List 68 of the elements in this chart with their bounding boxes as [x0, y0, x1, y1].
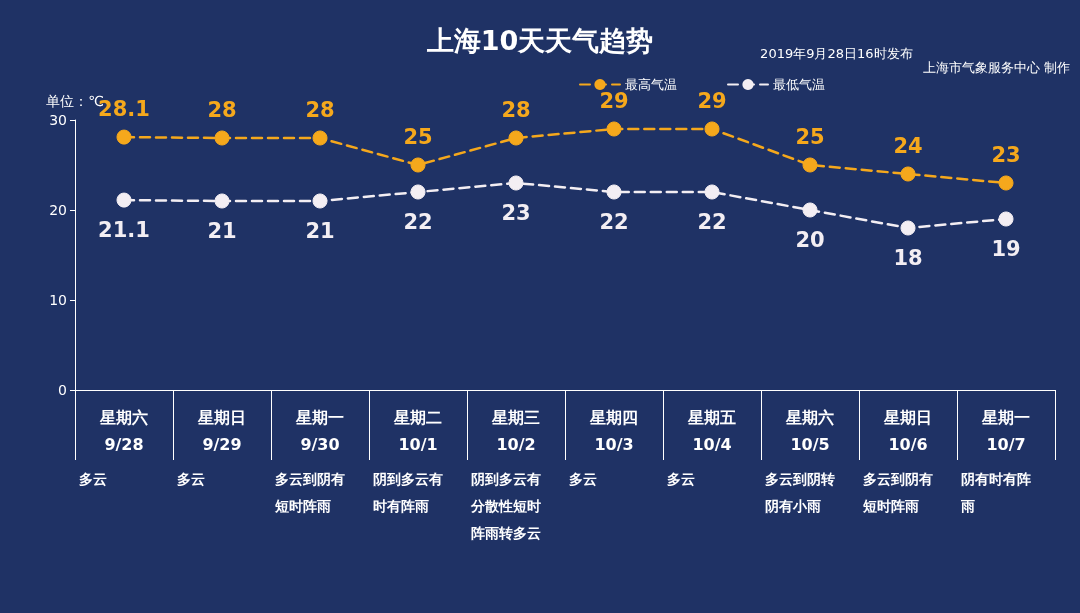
point — [998, 175, 1014, 191]
point — [410, 157, 426, 173]
point — [116, 129, 132, 145]
data-label: 21.1 — [98, 218, 150, 243]
text: 多云到阴有短时阵雨 — [862, 470, 933, 514]
point — [214, 130, 230, 146]
data-label: 28 — [207, 98, 237, 122]
data-label: 22 — [599, 210, 629, 234]
data-label: 19 — [991, 237, 1021, 261]
text: 多云到阴有短时阵雨 — [274, 470, 345, 514]
text: 阴到多云有时有阵雨 — [373, 470, 443, 514]
text: 多云 — [569, 470, 597, 487]
point — [900, 166, 916, 182]
data-label: 29 — [697, 89, 727, 113]
point — [900, 220, 916, 236]
y-tick-label: 10 — [49, 292, 67, 308]
data-label: 23 — [501, 201, 531, 225]
data-label: 21 — [305, 219, 335, 243]
data-label: 22 — [697, 210, 727, 234]
legend-label: 最低气温 — [773, 77, 825, 92]
point — [410, 184, 426, 200]
data-label: 18 — [893, 246, 923, 270]
data-label: 23 — [991, 143, 1021, 167]
y-tick-label: 0 — [58, 382, 67, 398]
data-label: 25 — [403, 125, 433, 149]
data-label: 21 — [207, 219, 237, 243]
legend-label: 最高气温 — [625, 77, 677, 92]
text: 多云 — [79, 470, 107, 487]
x-tick-label: 星期日 10/6 — [883, 408, 932, 454]
point — [606, 121, 622, 137]
text: 阴有时有阵雨 — [960, 470, 1031, 514]
data-label: 28 — [305, 98, 335, 122]
point — [312, 193, 328, 209]
x-tick-label: 星期日 9/29 — [197, 408, 246, 454]
point — [606, 184, 622, 200]
x-tick-label: 星期六 9/28 — [99, 408, 148, 454]
text: 阴到多云有分散性短时阵雨转多云 — [470, 470, 541, 541]
point — [704, 184, 720, 200]
x-tick-label: 星期一 9/30 — [295, 408, 344, 454]
x-tick-label: 星期四 10/3 — [589, 408, 638, 454]
text: 多云 — [177, 470, 205, 487]
data-label: 22 — [403, 210, 433, 234]
data-label: 29 — [599, 89, 629, 113]
text: 上海市气象服务中心 制作 — [922, 60, 1071, 75]
x-tick-label: 星期一 10/7 — [981, 408, 1030, 454]
x-tick-label: 星期五 10/4 — [687, 408, 736, 454]
point — [704, 121, 720, 137]
point — [802, 202, 818, 218]
point — [312, 130, 328, 146]
point — [802, 157, 818, 173]
text: 多云 — [667, 470, 695, 487]
point — [998, 211, 1014, 227]
y-tick-label: 20 — [49, 202, 67, 218]
point — [508, 130, 524, 146]
data-label: 25 — [795, 125, 825, 149]
data-label: 20 — [795, 228, 825, 252]
chart-title: 上海10天天气趋势 — [425, 25, 654, 56]
y-tick-label: 30 — [49, 112, 67, 128]
text: 多云到阴转阴有小雨 — [765, 470, 835, 514]
data-label: 24 — [893, 134, 923, 158]
data-label: 28 — [501, 98, 531, 122]
x-tick-label: 星期二 10/1 — [393, 408, 442, 454]
x-tick-label: 星期六 10/5 — [785, 408, 834, 454]
x-tick-label: 星期三 10/2 — [491, 408, 540, 454]
point — [214, 193, 230, 209]
point — [508, 175, 524, 191]
point — [116, 192, 132, 208]
chart-subtitle: 2019年9月28日16时发布 — [760, 45, 913, 61]
